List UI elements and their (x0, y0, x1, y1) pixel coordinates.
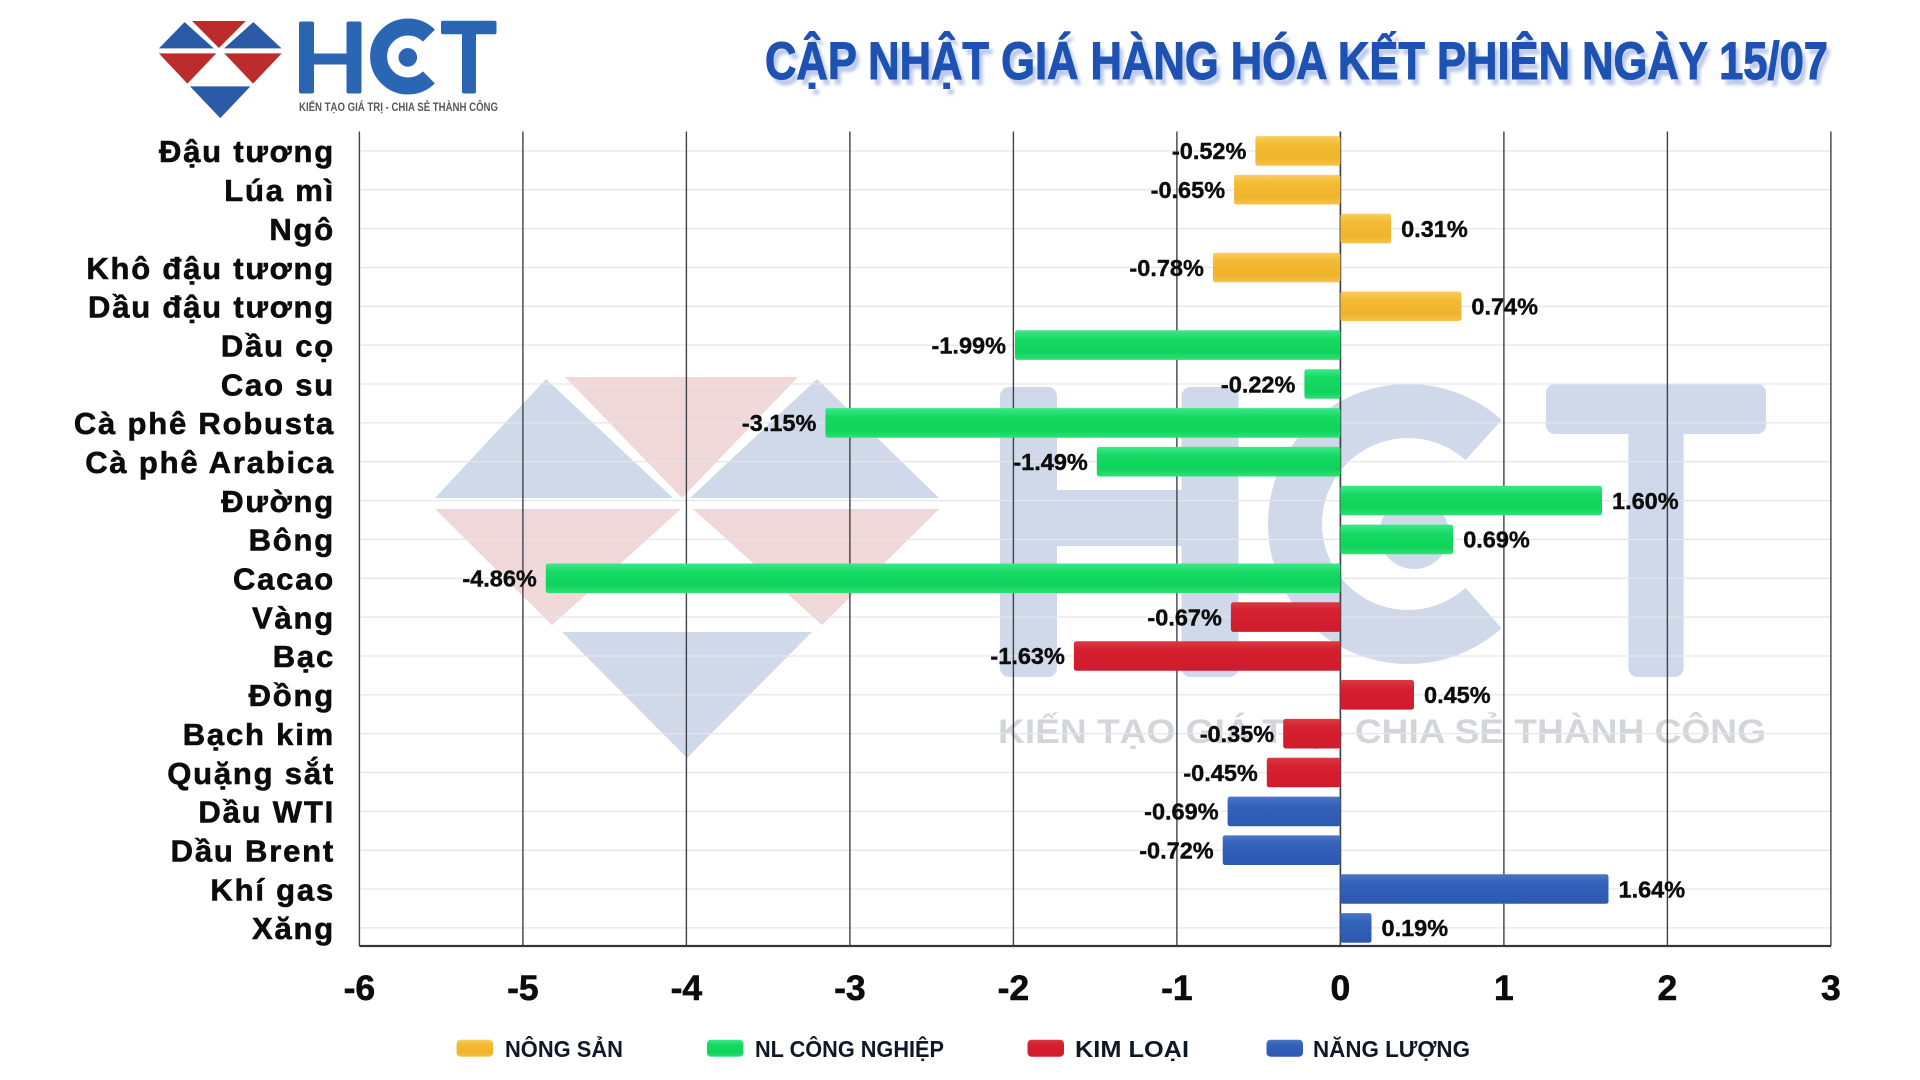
svg-text:Ngô: Ngô (269, 212, 335, 247)
svg-text:Khí gas: Khí gas (210, 872, 335, 907)
svg-text:Đồng: Đồng (249, 678, 335, 713)
svg-text:-0.72%: -0.72% (1139, 838, 1214, 864)
svg-text:-4: -4 (671, 968, 703, 1008)
svg-text:0.45%: 0.45% (1424, 682, 1491, 708)
svg-text:-1.63%: -1.63% (990, 643, 1065, 669)
svg-text:Khô đậu tương: Khô đậu tương (86, 251, 335, 286)
svg-text:0: 0 (1331, 968, 1351, 1008)
svg-text:0.31%: 0.31% (1401, 216, 1468, 242)
svg-text:Dầu WTI: Dầu WTI (198, 795, 335, 830)
svg-text:-0.52%: -0.52% (1172, 138, 1247, 164)
svg-text:2: 2 (1658, 968, 1678, 1008)
svg-text:-0.67%: -0.67% (1147, 604, 1222, 630)
svg-text:-6: -6 (344, 968, 376, 1008)
svg-text:Bạc: Bạc (273, 639, 335, 674)
svg-text:NĂNG LƯỢNG: NĂNG LƯỢNG (1313, 1035, 1470, 1062)
svg-text:-3: -3 (834, 968, 866, 1008)
svg-text:-0.35%: -0.35% (1200, 721, 1275, 747)
svg-text:Bạch kim: Bạch kim (183, 717, 335, 752)
svg-text:Đậu tương: Đậu tương (159, 134, 335, 169)
svg-text:-0.65%: -0.65% (1151, 177, 1226, 203)
svg-text:Vàng: Vàng (252, 600, 335, 635)
svg-text:1: 1 (1494, 968, 1514, 1008)
svg-text:-5: -5 (507, 968, 539, 1008)
svg-text:Cà phê Robusta: Cà phê Robusta (74, 406, 335, 441)
svg-text:1.64%: 1.64% (1619, 876, 1686, 902)
svg-text:KIM LOẠI: KIM LOẠI (1075, 1036, 1189, 1062)
svg-text:Xăng: Xăng (252, 911, 335, 946)
svg-text:Dầu Brent: Dầu Brent (171, 834, 335, 869)
svg-text:-0.45%: -0.45% (1183, 760, 1258, 786)
svg-text:CẬP NHẬT GIÁ HÀNG HÓA KẾT PHIÊ: CẬP NHẬT GIÁ HÀNG HÓA KẾT PHIÊN NGÀY 15/… (765, 30, 1828, 91)
svg-text:Quặng sắt: Quặng sắt (167, 755, 335, 791)
svg-text:NÔNG SẢN: NÔNG SẢN (505, 1034, 623, 1062)
svg-text:Dầu cọ: Dầu cọ (221, 328, 335, 363)
svg-text:-0.22%: -0.22% (1221, 371, 1296, 397)
svg-text:-1.49%: -1.49% (1013, 449, 1088, 475)
svg-text:0.74%: 0.74% (1471, 294, 1538, 320)
svg-text:-1.99%: -1.99% (932, 332, 1007, 358)
svg-text:1.60%: 1.60% (1612, 488, 1679, 514)
svg-text:Cà phê Arabica: Cà phê Arabica (85, 445, 335, 480)
svg-text:-0.78%: -0.78% (1129, 255, 1204, 281)
svg-text:CẬP NHẬT GIÁ HÀNG HÓA KẾT PHIÊ: CẬP NHẬT GIÁ HÀNG HÓA KẾT PHIÊN NGÀY 15/… (769, 36, 1832, 97)
svg-text:NL CÔNG NGHIỆP: NL CÔNG NGHIỆP (755, 1035, 944, 1062)
svg-text:Dầu đậu tương: Dầu đậu tương (88, 290, 335, 325)
svg-text:-0.69%: -0.69% (1144, 799, 1219, 825)
svg-text:3: 3 (1821, 968, 1841, 1008)
svg-text:Bông: Bông (249, 523, 335, 558)
svg-text:-4.86%: -4.86% (462, 566, 537, 592)
svg-text:Đường: Đường (221, 484, 335, 519)
svg-text:Cao su: Cao su (221, 367, 335, 402)
svg-text:-1: -1 (1161, 968, 1193, 1008)
svg-text:-3.15%: -3.15% (742, 410, 817, 436)
svg-text:Lúa mì: Lúa mì (224, 173, 335, 208)
svg-text:KIẾN TẠO GIÁ TRỊ - CHIA SẺ THÀ: KIẾN TẠO GIÁ TRỊ - CHIA SẺ THÀNH CÔNG (998, 712, 1766, 751)
svg-text:-2: -2 (998, 968, 1030, 1008)
svg-text:KIẾN TẠO GIÁ TRỊ - CHIA SẺ THÀ: KIẾN TẠO GIÁ TRỊ - CHIA SẺ THÀNH CÔNG (299, 101, 498, 114)
svg-text:0.19%: 0.19% (1382, 915, 1449, 941)
svg-text:0.69%: 0.69% (1463, 527, 1530, 553)
svg-text:Cacao: Cacao (233, 562, 335, 597)
